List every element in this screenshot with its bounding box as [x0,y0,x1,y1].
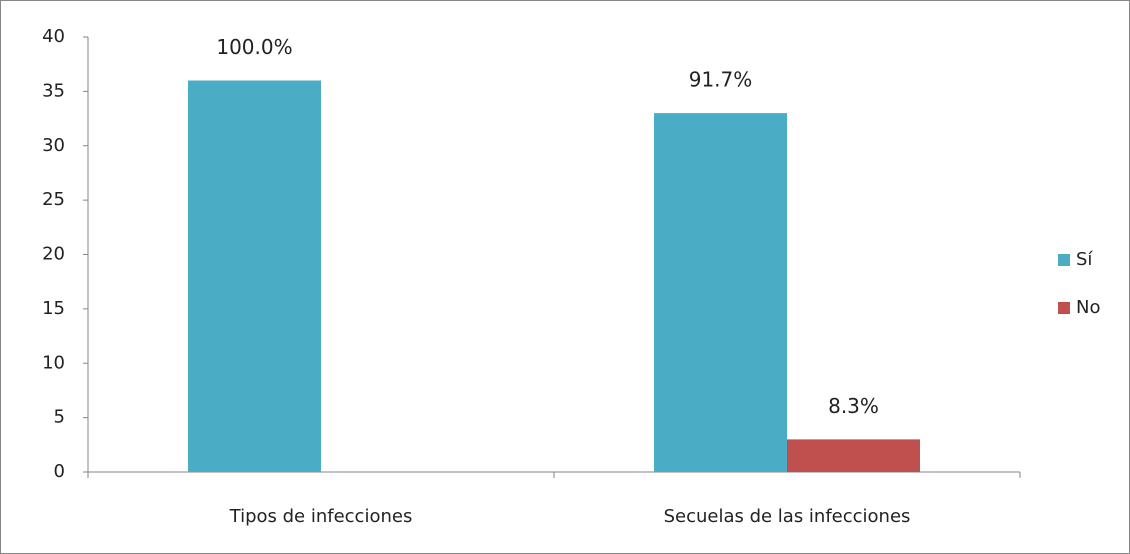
y-tick-label: 15 [42,298,65,319]
y-tick-label: 0 [54,461,65,482]
x-tick-label: Secuelas de las infecciones [664,506,911,527]
legend-label: No [1076,297,1100,318]
y-tick-label: 5 [54,407,65,428]
data-label: 100.0% [216,35,292,59]
y-tick-label: 35 [42,80,65,101]
legend-swatch [1058,254,1070,266]
x-tick-label: Tipos de infecciones [229,506,413,527]
bar [654,113,787,472]
data-label: 91.7% [689,68,753,92]
y-tick-label: 20 [42,244,65,265]
y-tick-label: 25 [42,189,65,210]
y-tick-label: 10 [42,352,65,373]
y-tick-label: 30 [42,135,65,156]
y-tick-label: 40 [42,26,65,47]
data-label: 8.3% [828,394,879,418]
bar [787,439,920,472]
legend-label: Sí [1076,249,1093,270]
bar [188,80,321,472]
legend-swatch [1058,302,1070,314]
